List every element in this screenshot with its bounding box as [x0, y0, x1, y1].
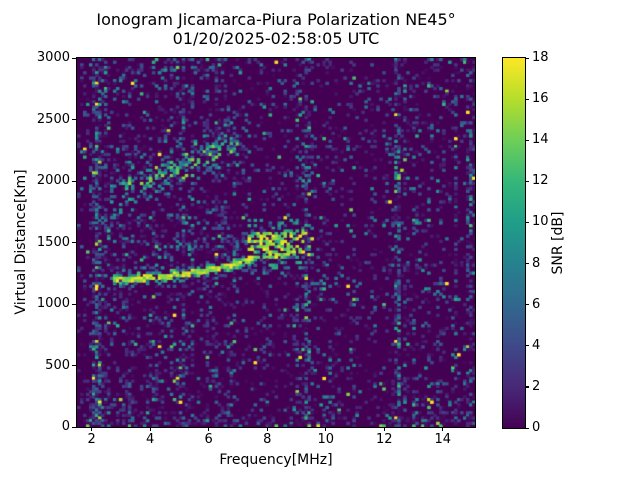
colorbar-tick [525, 98, 529, 100]
chart-title-block: Ionogram Jicamarca-Piura Polarization NE… [77, 10, 475, 48]
y-tick-label: 1500 [36, 234, 70, 250]
colorbar-tick [525, 57, 529, 59]
x-tick [383, 427, 385, 431]
colorbar-tick [525, 263, 529, 265]
colorbar-tick-label: 2 [532, 378, 541, 394]
x-tick [325, 427, 327, 431]
colorbar-tick-label: 16 [532, 91, 549, 107]
colorbar-tick-label: 18 [532, 50, 549, 65]
y-tick [72, 57, 76, 59]
colorbar-tick-label: 8 [532, 255, 541, 271]
x-tick-label: 12 [375, 432, 393, 447]
y-tick-label: 3000 [36, 50, 70, 65]
colorbar-tick [525, 304, 529, 306]
colorbar-tick-label: 14 [532, 132, 549, 148]
y-tick [72, 119, 76, 121]
chart-title: Ionogram Jicamarca-Piura Polarization NE… [96, 10, 456, 29]
x-tick [266, 427, 268, 431]
y-tick-label: 1000 [36, 296, 70, 311]
x-tick [149, 427, 151, 431]
colorbar-tick [525, 386, 529, 388]
y-tick [72, 303, 76, 305]
colorbar-tick [525, 180, 529, 183]
y-tick [72, 365, 76, 367]
ionogram-heatmap [77, 58, 475, 427]
x-tick-label: 2 [87, 432, 96, 447]
y-tick [72, 242, 76, 244]
colorbar-tick [525, 345, 529, 347]
colorbar [502, 57, 526, 429]
y-tick-label: 500 [45, 357, 70, 373]
x-tick-label: 14 [434, 432, 452, 447]
colorbar-tick-label: 10 [532, 214, 549, 230]
plot-frame [76, 57, 476, 428]
y-tick [72, 426, 76, 428]
colorbar-tick [525, 427, 529, 429]
x-tick-label: 6 [204, 432, 213, 447]
colorbar-tick-label: 12 [532, 173, 549, 189]
x-tick-label: 8 [263, 432, 272, 447]
x-tick-label: 4 [146, 432, 155, 447]
y-tick-label: 0 [61, 419, 70, 434]
colorbar-tick [525, 139, 529, 141]
colorbar-gradient [503, 58, 525, 428]
x-axis-label: Frequency[MHz] [219, 452, 333, 468]
x-tick [91, 427, 93, 431]
y-tick-label: 2000 [36, 173, 70, 188]
colorbar-label: SNR [dB] [550, 211, 566, 275]
x-tick-label: 10 [317, 432, 335, 447]
chart-subtitle: 01/20/2025-02:58:05 UTC [172, 29, 380, 48]
x-tick [208, 427, 210, 431]
colorbar-tick-label: 0 [532, 420, 541, 435]
colorbar-tick-label: 6 [532, 296, 541, 312]
colorbar-tick-label: 4 [532, 337, 541, 353]
y-tick-label: 2500 [36, 111, 70, 127]
y-tick [72, 180, 76, 182]
colorbar-tick [525, 221, 529, 224]
x-tick [442, 427, 444, 431]
